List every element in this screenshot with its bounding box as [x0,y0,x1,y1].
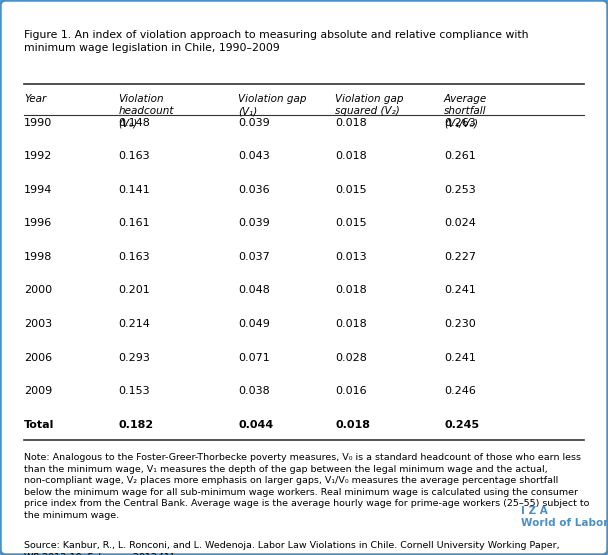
Text: 0.015: 0.015 [336,185,367,195]
Text: Figure 1. An index of violation approach to measuring absolute and relative comp: Figure 1. An index of violation approach… [24,30,528,53]
Text: 1990: 1990 [24,118,52,128]
Text: 0.241: 0.241 [444,352,476,362]
Text: 0.241: 0.241 [444,285,476,295]
Text: 1998: 1998 [24,252,52,262]
Text: Source: Kanbur, R., L. Ronconi, and L. Wedenoja. Labor Law Violations in Chile. : Source: Kanbur, R., L. Ronconi, and L. W… [24,541,559,555]
Text: Year: Year [24,94,46,104]
Text: 0.245: 0.245 [444,420,479,430]
Text: 1992: 1992 [24,151,52,161]
Text: I Z A
World of Labor: I Z A World of Labor [521,506,608,528]
Text: 0.263: 0.263 [444,118,476,128]
Text: 2009: 2009 [24,386,52,396]
Text: Total: Total [24,420,54,430]
Text: Violation gap
(V₁): Violation gap (V₁) [238,94,307,116]
Text: 0.039: 0.039 [238,118,270,128]
Text: 0.230: 0.230 [444,319,476,329]
Text: 0.015: 0.015 [336,218,367,228]
Text: 0.153: 0.153 [118,386,150,396]
Text: Violation gap
squared (V₂): Violation gap squared (V₂) [336,94,404,116]
Text: 0.227: 0.227 [444,252,476,262]
Text: 0.044: 0.044 [238,420,274,430]
Text: 0.013: 0.013 [336,252,367,262]
Text: 0.036: 0.036 [238,185,270,195]
Text: 0.043: 0.043 [238,151,270,161]
Text: 0.018: 0.018 [336,285,367,295]
Text: Note: Analogous to the Foster-Greer-Thorbecke poverty measures, V₀ is a standard: Note: Analogous to the Foster-Greer-Thor… [24,453,589,519]
Text: 0.018: 0.018 [336,319,367,329]
Text: 0.018: 0.018 [336,151,367,161]
Text: 0.018: 0.018 [336,118,367,128]
Text: 0.293: 0.293 [118,352,150,362]
Text: 1994: 1994 [24,185,52,195]
Text: 2006: 2006 [24,352,52,362]
Text: 0.214: 0.214 [118,319,150,329]
Text: 0.163: 0.163 [118,151,150,161]
Text: 0.028: 0.028 [336,352,367,362]
Text: 0.182: 0.182 [118,420,153,430]
Text: 0.161: 0.161 [118,218,150,228]
Text: 0.163: 0.163 [118,252,150,262]
Text: 0.071: 0.071 [238,352,270,362]
Text: 0.253: 0.253 [444,185,476,195]
Text: Average
shortfall
(V₁/V₀): Average shortfall (V₁/V₀) [444,94,487,129]
Text: 1996: 1996 [24,218,52,228]
Text: 2000: 2000 [24,285,52,295]
Text: 0.048: 0.048 [238,285,270,295]
Text: 0.246: 0.246 [444,386,476,396]
Text: 0.049: 0.049 [238,319,270,329]
Text: 0.037: 0.037 [238,252,270,262]
Text: 0.016: 0.016 [336,386,367,396]
Text: 2003: 2003 [24,319,52,329]
Text: 0.038: 0.038 [238,386,270,396]
Text: 0.201: 0.201 [118,285,150,295]
Text: 0.141: 0.141 [118,185,150,195]
Text: 0.148: 0.148 [118,118,150,128]
Text: 0.018: 0.018 [336,420,370,430]
Text: Violation
headcount
(V₀): Violation headcount (V₀) [118,94,174,129]
Text: 0.261: 0.261 [444,151,476,161]
Text: 0.039: 0.039 [238,218,270,228]
Text: 0.024: 0.024 [444,218,476,228]
